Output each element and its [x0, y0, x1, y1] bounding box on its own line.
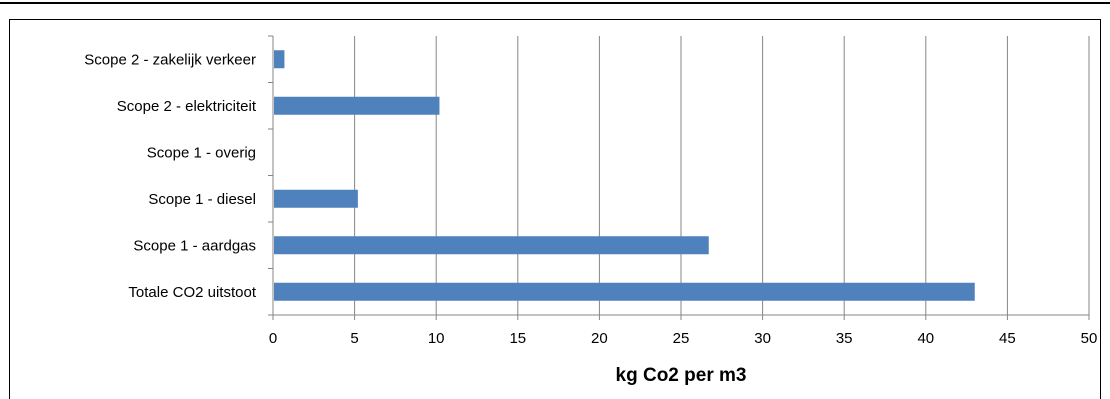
x-axis-title: kg Co2 per m3 [616, 365, 747, 386]
x-tick-label-45: 45 [999, 330, 1016, 347]
bar-scope-2-zakelijk-verkeer [274, 50, 285, 69]
bar-scope-1-diesel [274, 189, 358, 208]
x-tick-label-0: 0 [269, 330, 277, 347]
chart-area-border [9, 19, 1101, 399]
category-label-totale-co2-uitstoot: Totale CO2 uitstoot [128, 284, 256, 301]
category-label-scope-1-overig: Scope 1 - overig [147, 144, 256, 161]
top-rule [0, 2, 1110, 4]
category-label-scope-1-diesel: Scope 1 - diesel [148, 191, 256, 208]
category-label-scope-2-zakelijk-verkeer: Scope 2 - zakelijk verkeer [84, 51, 256, 68]
x-tick-label-40: 40 [917, 330, 934, 347]
x-tick-label-30: 30 [754, 330, 771, 347]
x-tick-label-35: 35 [836, 330, 853, 347]
x-tick-label-10: 10 [428, 330, 445, 347]
x-tick-label-25: 25 [673, 330, 690, 347]
x-tick-label-15: 15 [509, 330, 526, 347]
category-label-scope-1-aardgas: Scope 1 - aardgas [133, 237, 256, 254]
bar-scope-2-elektriciteit [274, 96, 440, 115]
x-tick-label-50: 50 [1081, 330, 1098, 347]
category-label-scope-2-elektriciteit: Scope 2 - elektriciteit [117, 98, 257, 115]
bar-scope-1-aardgas [274, 236, 709, 255]
x-tick-label-5: 5 [350, 330, 358, 347]
bar-chart: 0 5 10 15 20 25 30 35 40 45 50 Scope 2 - zakelijk v… [84, 35, 1098, 386]
x-tick-label-20: 20 [591, 330, 608, 347]
bar-totale-co2-uitstoot [274, 282, 975, 301]
